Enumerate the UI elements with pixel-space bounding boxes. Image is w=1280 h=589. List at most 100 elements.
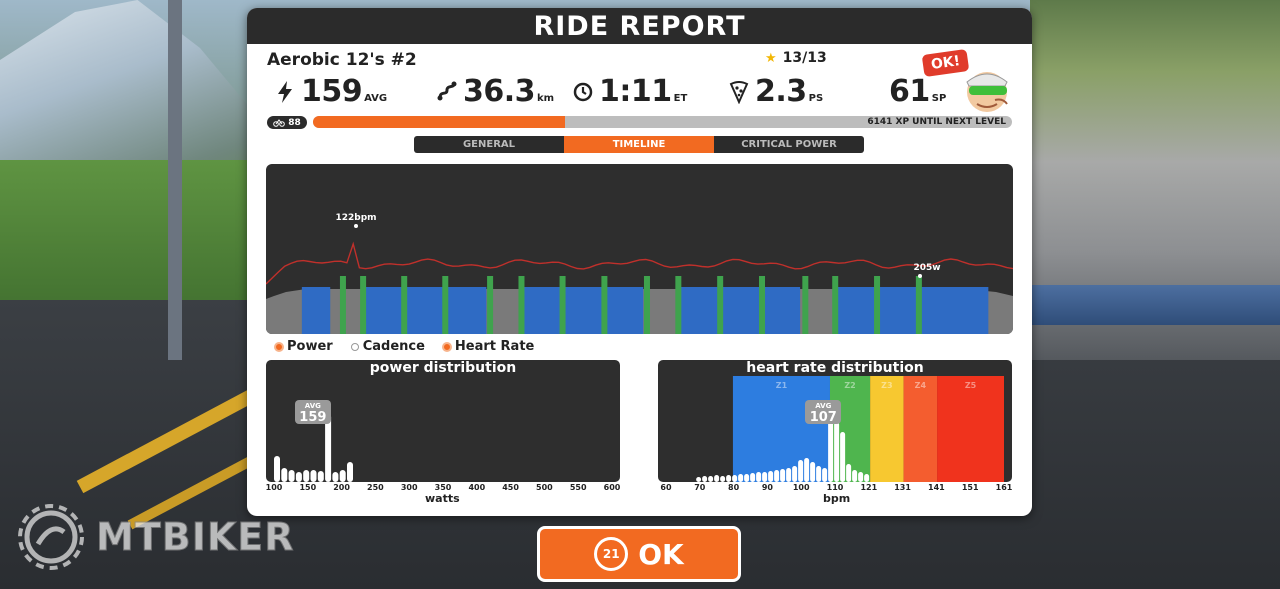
tab-critical-power[interactable]: CRITICAL POWER bbox=[714, 136, 864, 153]
hr-bar-26 bbox=[852, 470, 858, 482]
stat-sp-unit: SP bbox=[931, 93, 947, 104]
stat-sp-value: 61 bbox=[889, 74, 930, 109]
power-avg-label: AVG bbox=[304, 402, 321, 410]
hr-zone-2 bbox=[870, 376, 904, 482]
background-barrier bbox=[1030, 285, 1280, 325]
timeline-interval-0 bbox=[339, 276, 346, 334]
hr-bar-1 bbox=[702, 476, 708, 482]
legend-heart-rate-toggle-icon bbox=[442, 342, 451, 351]
stat-distance-unit: km bbox=[537, 93, 555, 104]
stat-distance: 36.3 km bbox=[437, 74, 554, 109]
route-icon bbox=[437, 81, 457, 100]
power-x-tick: 350 bbox=[434, 483, 452, 492]
timeline-interval-7 bbox=[601, 276, 608, 334]
hr-zone-label-0: Z1 bbox=[776, 381, 788, 390]
power-x-tick: 200 bbox=[333, 483, 350, 492]
timeline-heart-rate-line bbox=[266, 241, 1013, 285]
hr-x-tick: 70 bbox=[694, 483, 706, 492]
timeline-interval-6 bbox=[559, 276, 566, 334]
ok-button[interactable]: 21 OK bbox=[537, 526, 741, 582]
timeline-interval-9 bbox=[675, 276, 682, 334]
tab-general[interactable]: GENERAL bbox=[414, 136, 564, 153]
panel-title: RIDE REPORT bbox=[247, 8, 1032, 44]
hr-distribution-chart: Z1 Z2 Z3 Z4 Z5 heart rate distribution AVG 1… bbox=[658, 360, 1012, 482]
stats-row: 159 AVG 36.3 km 1:11 ET 2.3 PS 61 SP bbox=[267, 74, 957, 110]
hr-zone-4 bbox=[937, 376, 1004, 482]
hr-bar-5 bbox=[726, 475, 732, 482]
stat-distance-value: 36.3 bbox=[463, 74, 536, 109]
hr-distribution-title: heart rate distribution bbox=[746, 360, 924, 376]
hr-zone-label-1: Z2 bbox=[844, 381, 855, 390]
lightning-icon bbox=[278, 80, 292, 103]
legend-cadence[interactable]: Cadence bbox=[350, 339, 425, 354]
timeline-block-4 bbox=[837, 287, 989, 334]
stat-pizza-unit: PS bbox=[808, 93, 824, 104]
timeline-hr-peak-label: 122bpm bbox=[335, 213, 376, 223]
power-bar-2 bbox=[288, 470, 295, 482]
background-pole bbox=[168, 0, 182, 360]
stat-pizza: 2.3 PS bbox=[729, 74, 823, 109]
hr-bar-7 bbox=[738, 474, 744, 482]
report-tabs: GENERAL TIMELINE CRITICAL POWER bbox=[414, 136, 864, 153]
hr-bar-17 bbox=[798, 460, 804, 482]
timeline-interval-4 bbox=[487, 276, 494, 334]
timeline-interval-5 bbox=[518, 276, 525, 334]
hr-bar-13 bbox=[774, 470, 780, 482]
hr-bar-20 bbox=[816, 466, 822, 482]
hr-bar-3 bbox=[714, 475, 720, 482]
power-x-tick: 150 bbox=[299, 483, 317, 492]
hr-bar-19 bbox=[810, 462, 816, 482]
timeline-block-3 bbox=[680, 287, 801, 334]
timeline-interval-13 bbox=[832, 276, 839, 334]
legend-power[interactable]: Power bbox=[275, 339, 333, 354]
hr-bar-12 bbox=[768, 471, 774, 482]
hr-x-tick: 131 bbox=[894, 483, 911, 492]
power-x-tick: 400 bbox=[468, 483, 486, 492]
hr-bar-0 bbox=[696, 477, 702, 482]
hr-bar-15 bbox=[786, 468, 792, 482]
legend-cadence-label: Cadence bbox=[362, 339, 425, 354]
power-x-tick: 500 bbox=[536, 483, 553, 492]
power-distribution-chart: power distribution AVG 159 bbox=[266, 360, 620, 482]
stat-sp: 61 SP bbox=[889, 74, 946, 109]
power-bar-1 bbox=[281, 468, 288, 482]
hr-zone-label-4: Z5 bbox=[965, 381, 977, 390]
hr-zone-label-3: Z4 bbox=[915, 381, 927, 390]
legend-power-toggle-icon bbox=[275, 342, 283, 351]
hr-x-tick: 100 bbox=[792, 483, 810, 492]
power-bar-3 bbox=[295, 472, 302, 482]
timeline-block-1 bbox=[363, 287, 487, 334]
hr-zone-label-2: Z3 bbox=[881, 381, 892, 390]
stat-time-value: 1:11 bbox=[599, 74, 672, 109]
chart-legend: Power Cadence Heart Rate bbox=[275, 339, 534, 354]
hr-avg-marker: AVG 107 bbox=[805, 400, 842, 424]
hr-zone-0 bbox=[732, 376, 830, 482]
hr-bar-27 bbox=[858, 472, 864, 482]
ride-report-panel: RIDE REPORT Aerobic 12's #2 ★ 13/13 159 … bbox=[247, 8, 1032, 516]
stat-time: 1:11 ET bbox=[573, 74, 687, 109]
power-bar-9 bbox=[339, 470, 346, 482]
power-distribution-title: power distribution bbox=[369, 360, 517, 376]
watermark: MTBIKER bbox=[16, 502, 295, 572]
timeline-interval-2 bbox=[401, 276, 408, 334]
hr-x-tick: 151 bbox=[961, 483, 979, 492]
avatar bbox=[966, 72, 1008, 112]
power-bar-7 bbox=[325, 414, 332, 482]
legend-power-label: Power bbox=[287, 339, 333, 354]
stars-value: 13/13 bbox=[782, 50, 827, 66]
legend-heart-rate[interactable]: Heart Rate bbox=[442, 339, 534, 354]
tab-timeline[interactable]: TIMELINE bbox=[564, 136, 714, 153]
timeline-hr-peak-marker bbox=[354, 224, 358, 228]
timeline-chart: 122bpm 205w bbox=[266, 164, 1013, 334]
timeline-interval-10 bbox=[717, 276, 724, 334]
hr-bar-25 bbox=[846, 464, 852, 482]
power-avg-marker: AVG 159 bbox=[294, 400, 331, 424]
hr-x-tick: 110 bbox=[826, 483, 844, 492]
level-badge: 88 bbox=[267, 116, 307, 129]
power-x-tick: 450 bbox=[502, 483, 519, 492]
hr-bar-11 bbox=[762, 472, 768, 482]
hr-x-tick: 161 bbox=[995, 483, 1013, 492]
watermark-text: MTBIKER bbox=[96, 515, 295, 560]
power-bar-6 bbox=[317, 471, 324, 482]
power-x-tick: 250 bbox=[367, 483, 384, 492]
